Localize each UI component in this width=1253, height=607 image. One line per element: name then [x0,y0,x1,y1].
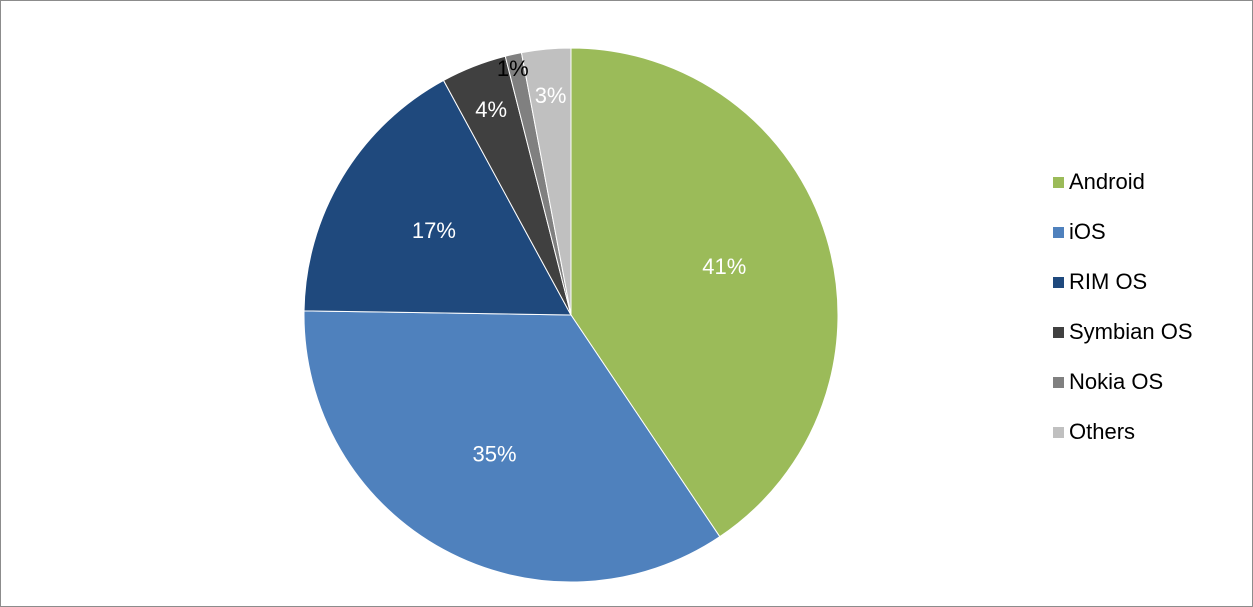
legend-label: Android [1069,169,1145,194]
legend-label: Symbian OS [1069,319,1193,344]
legend-label: Nokia OS [1069,369,1163,394]
legend-swatch [1053,227,1064,238]
legend-swatch [1053,177,1064,188]
data-label: 3% [535,83,567,108]
pie-slice [570,47,839,538]
data-label: 35% [472,442,516,467]
data-label: 17% [412,218,456,243]
data-label: 1% [497,56,529,81]
pie-slice [303,79,572,316]
pie-slice [303,310,721,583]
legend-label: Others [1069,419,1135,444]
legend-swatch [1053,427,1064,438]
legend-swatch [1053,377,1064,388]
legend-swatch [1053,327,1064,338]
data-label: 41% [702,254,746,279]
data-label: 4% [475,97,507,122]
legend-label: iOS [1069,219,1106,244]
legend-label: RIM OS [1069,269,1147,294]
pie-slice [520,47,572,316]
legend-swatch [1053,277,1064,288]
